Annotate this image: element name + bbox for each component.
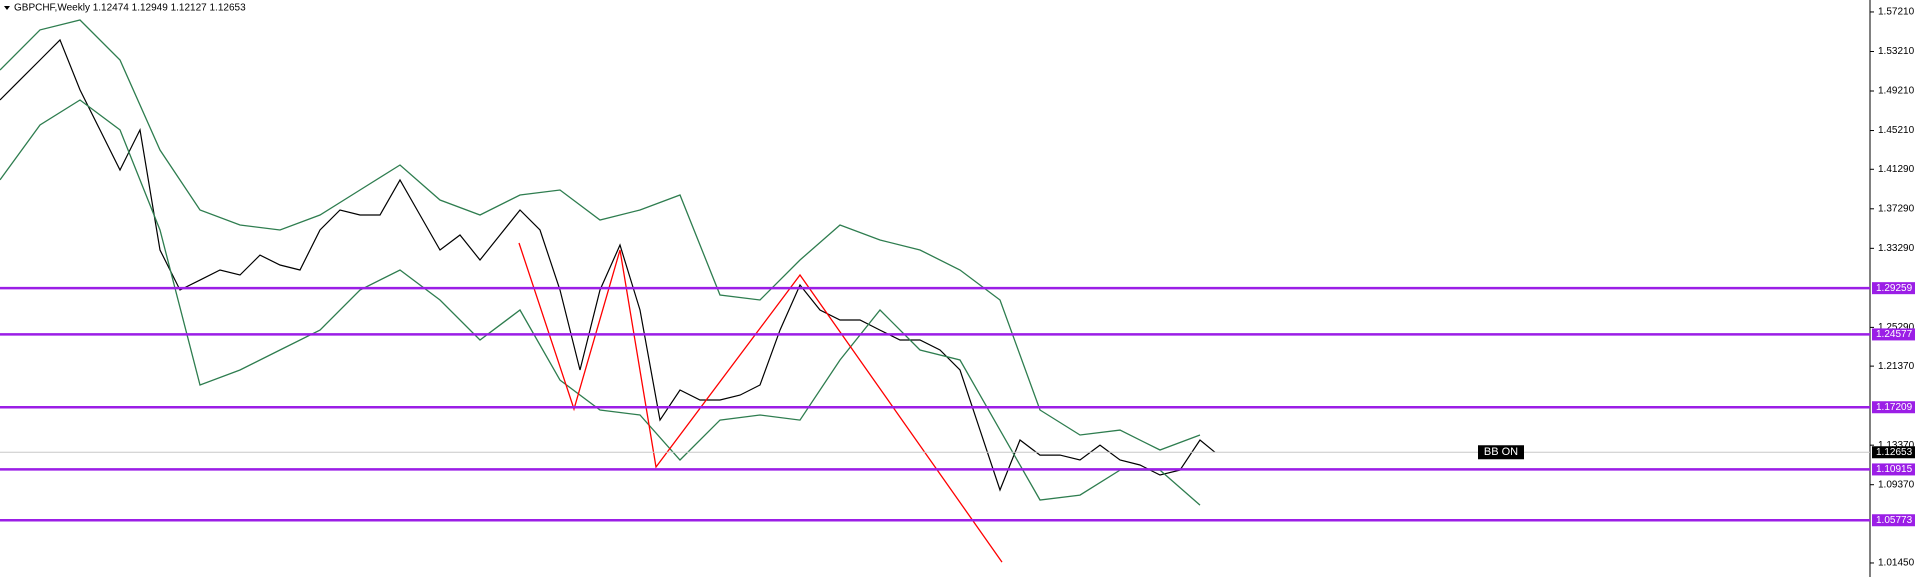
series-line [0, 38, 1216, 492]
y-tick-label: 1.53210 [1878, 46, 1915, 57]
level-box [1872, 514, 1915, 527]
series-line [0, 19, 1201, 451]
y-tick-label: 1.01450 [1878, 558, 1915, 569]
chart-title: GBPCHF,Weekly 1.12474 1.12949 1.12127 1.… [14, 3, 246, 14]
annotation-box [1478, 445, 1524, 460]
series-line [518, 242, 1003, 563]
y-tick-label: 1.37290 [1878, 203, 1915, 214]
current-price-label: 1.12653 [1876, 447, 1913, 458]
level-label: 1.29259 [1876, 283, 1913, 294]
y-tick-label: 1.41290 [1878, 164, 1915, 175]
y-tick-label: 1.49210 [1878, 86, 1915, 97]
level-label: 1.10915 [1876, 464, 1913, 475]
y-tick-label: 1.57210 [1878, 7, 1915, 18]
y-tick-label: 1.33290 [1878, 243, 1915, 254]
annotation: BB ON [1484, 446, 1518, 458]
level-box [1872, 401, 1915, 414]
current-price-box [1872, 446, 1915, 459]
level-box [1872, 328, 1915, 341]
level-box [1872, 463, 1915, 476]
y-tick-label: 1.21370 [1878, 361, 1915, 372]
level-label: 1.17209 [1876, 402, 1913, 413]
y-tick-label: 1.13370 [1878, 440, 1915, 451]
level-label: 1.05773 [1876, 515, 1913, 526]
series-line [0, 99, 1201, 506]
y-tick-label: 1.45210 [1878, 125, 1915, 136]
y-tick-label: 1.09370 [1878, 479, 1915, 490]
menu-arrow[interactable] [4, 6, 10, 10]
level-box [1872, 282, 1915, 295]
level-label: 1.24577 [1876, 329, 1913, 340]
y-tick-label: 1.25290 [1878, 322, 1915, 333]
